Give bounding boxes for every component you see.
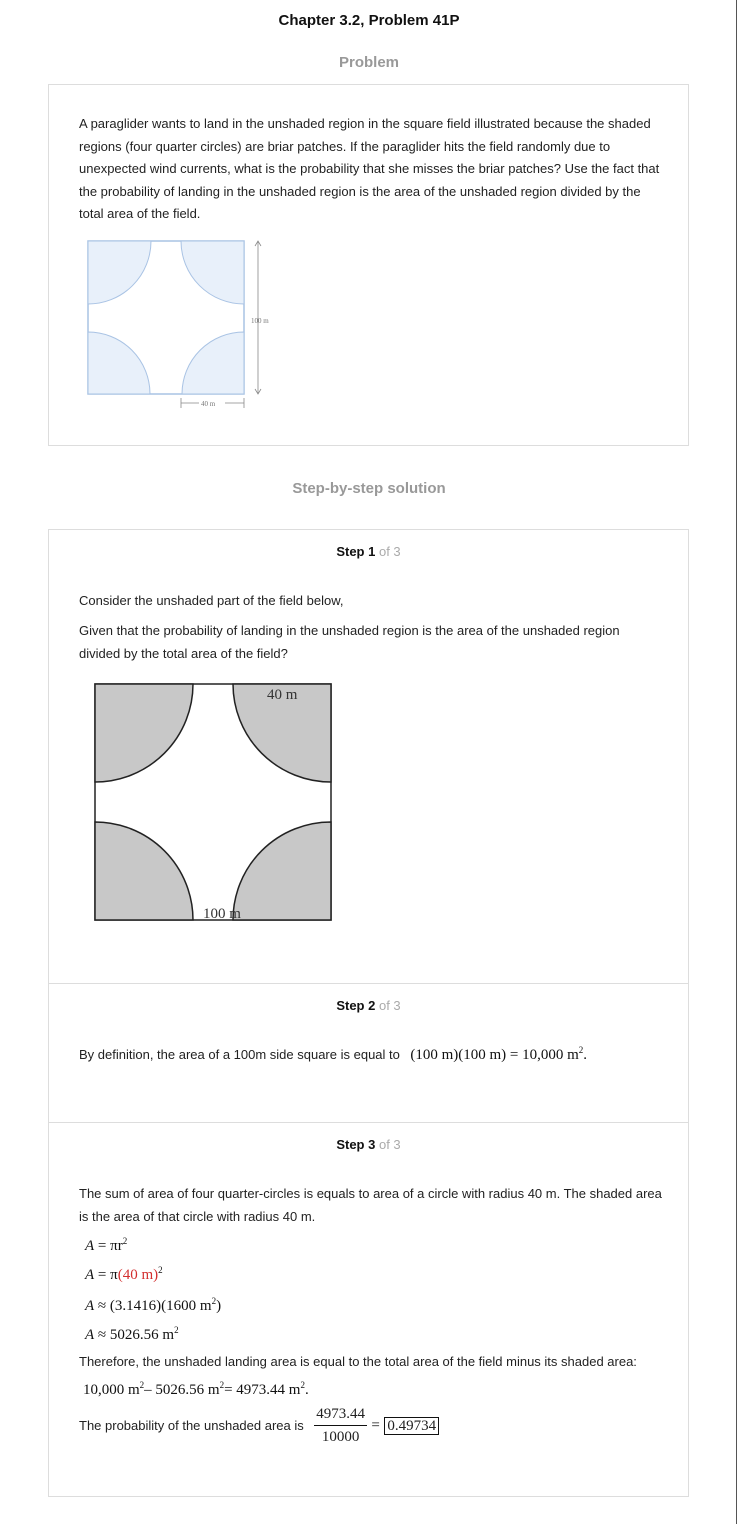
step-2-math: (100 m)(100 m) = 10,000 m2. xyxy=(410,1045,588,1063)
step-2-count: of 3 xyxy=(378,998,401,1013)
step-3-para-1: The sum of area of four quarter-circles … xyxy=(79,1186,662,1224)
probability-line: The probability of the unshaded area is … xyxy=(79,1406,440,1446)
quarter-circle-top-right xyxy=(180,240,245,305)
equation-4: A ≈ 5026.56 m2 xyxy=(85,1325,179,1343)
radius-label: 40 m xyxy=(201,400,216,408)
step-1-para-1: Consider the unshaded part of the field … xyxy=(79,593,344,608)
final-answer-box: 0.49734 xyxy=(384,1416,440,1435)
shaded-quarter-top-left xyxy=(94,683,194,783)
shaded-quarter-top-right xyxy=(232,683,332,783)
problem-text: A paraglider wants to land in the unshad… xyxy=(79,116,660,221)
step-1-radius-label: 40 m xyxy=(267,687,298,703)
step-1-count: of 3 xyxy=(378,544,401,559)
page-edge-rule xyxy=(736,0,737,1524)
step-2-label: Step 2 xyxy=(336,998,376,1013)
fraction-numerator: 4973.44 xyxy=(314,1406,367,1426)
step-3-count: of 3 xyxy=(378,1137,401,1152)
step-2-text: By definition, the area of a 100m side s… xyxy=(79,1047,400,1062)
step-2-line: By definition, the area of a 100m side s… xyxy=(79,1044,679,1067)
step-1-header: Step 1 of 3 xyxy=(49,544,688,559)
step-1-side-label: 100 m xyxy=(203,906,241,922)
solution-heading: Step-by-step solution xyxy=(292,480,446,497)
step-3-header: Step 3 of 3 xyxy=(49,1137,688,1152)
shaded-quarter-bottom-left xyxy=(94,821,194,921)
step-divider xyxy=(49,1122,688,1123)
shaded-quarter-bottom-right xyxy=(232,821,332,921)
step-1-figure: 40 m 100 m xyxy=(94,683,332,922)
problem-figure: 100 m 40 m xyxy=(87,240,269,408)
step-3-para-2: Therefore, the unshaded landing area is … xyxy=(79,1354,637,1398)
problem-heading: Problem xyxy=(338,54,399,71)
quarter-circle-bottom-right xyxy=(181,331,245,395)
quarter-circle-bottom-left xyxy=(87,331,151,395)
solution-card: Step 1 of 3 Consider the unshaded part o… xyxy=(48,529,689,1497)
fraction-denominator: 10000 xyxy=(321,1429,360,1445)
step-2-header: Step 2 of 3 xyxy=(49,998,688,1013)
quarter-circle-top-left xyxy=(87,240,152,305)
problem-card: A paraglider wants to land in the unshad… xyxy=(48,84,689,446)
side-label: 100 m xyxy=(251,317,269,325)
equation-2: A = π(40 m)2 xyxy=(85,1265,163,1283)
step-divider xyxy=(49,983,688,984)
equation-3: A ≈ (3.1416)(1600 m2) xyxy=(85,1296,222,1314)
step-3-label: Step 3 xyxy=(336,1137,376,1152)
step-1-label: Step 1 xyxy=(336,544,376,559)
equation-1: A = πr2 xyxy=(85,1236,128,1254)
page-title: Chapter 3.2, Problem 41P xyxy=(278,12,460,29)
probability-fraction: 4973.44 10000 xyxy=(314,1406,367,1446)
step-1-para-2: Given that the probability of landing in… xyxy=(79,623,620,661)
probability-text: The probability of the unshaded area is xyxy=(79,1417,304,1433)
